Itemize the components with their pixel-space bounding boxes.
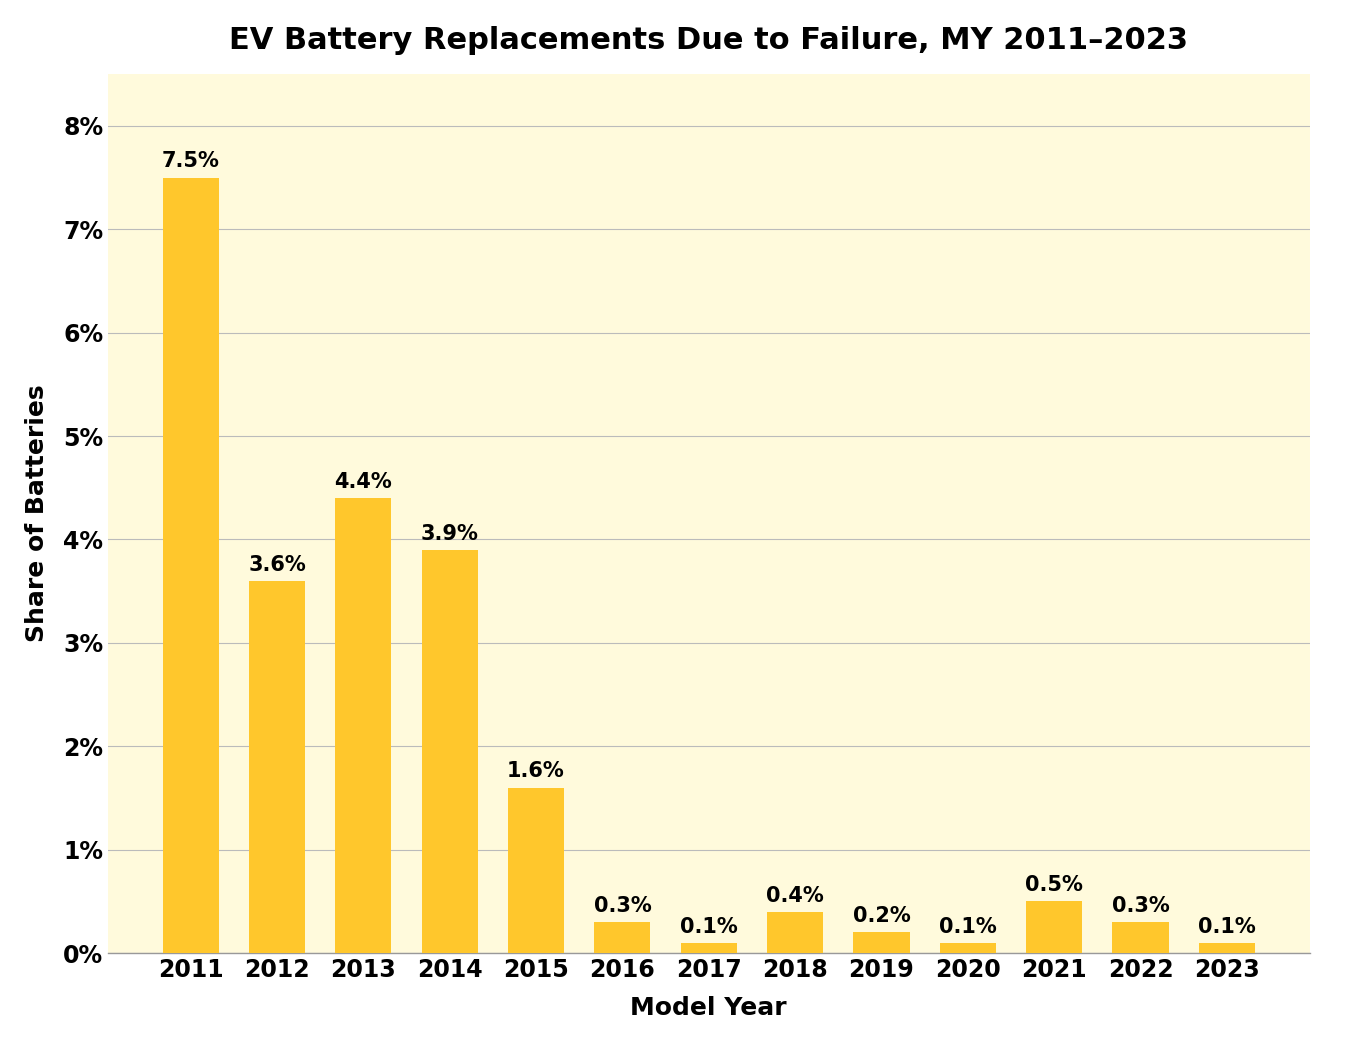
Text: 0.1%: 0.1% [938, 916, 996, 936]
Bar [1199, 943, 1256, 953]
Text: 4.4%: 4.4% [335, 472, 393, 491]
Bar [680, 943, 737, 953]
X-axis label: Model Year: Model Year [630, 995, 787, 1020]
Text: 0.1%: 0.1% [1197, 916, 1256, 936]
Bar [335, 498, 392, 953]
Bar [767, 912, 824, 953]
Text: 3.9%: 3.9% [421, 523, 479, 543]
Bar [1112, 922, 1169, 953]
Bar [853, 932, 910, 953]
Text: 0.3%: 0.3% [594, 896, 651, 916]
Title: EV Battery Replacements Due to Failure, MY 2011–2023: EV Battery Replacements Due to Failure, … [230, 26, 1188, 55]
Bar [248, 580, 305, 953]
Text: 1.6%: 1.6% [508, 761, 564, 782]
Bar [940, 943, 996, 953]
Bar [508, 788, 564, 953]
Text: 0.4%: 0.4% [767, 885, 824, 905]
Text: 0.5%: 0.5% [1025, 875, 1083, 895]
Bar [1026, 901, 1083, 953]
Text: 7.5%: 7.5% [162, 151, 220, 172]
Bar [594, 922, 651, 953]
Bar [421, 550, 478, 953]
Text: 0.1%: 0.1% [680, 916, 737, 936]
Y-axis label: Share of Batteries: Share of Batteries [26, 384, 49, 643]
Text: 0.2%: 0.2% [853, 907, 910, 927]
Text: 0.3%: 0.3% [1111, 896, 1169, 916]
Text: 3.6%: 3.6% [248, 555, 306, 575]
Bar [162, 178, 219, 953]
